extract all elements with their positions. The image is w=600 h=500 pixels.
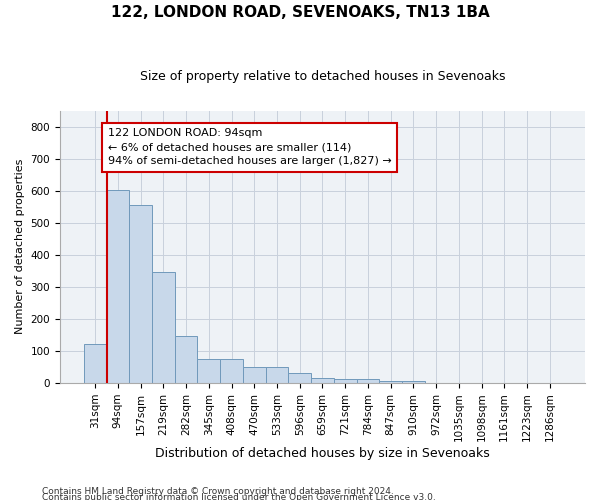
Bar xyxy=(107,190,129,383)
Bar xyxy=(220,358,243,383)
Text: 122, LONDON ROAD, SEVENOAKS, TN13 1BA: 122, LONDON ROAD, SEVENOAKS, TN13 1BA xyxy=(110,5,490,20)
X-axis label: Distribution of detached houses by size in Sevenoaks: Distribution of detached houses by size … xyxy=(155,447,490,460)
Bar xyxy=(266,366,289,383)
Bar xyxy=(129,206,152,383)
Bar xyxy=(379,380,402,383)
Bar xyxy=(356,379,379,383)
Bar xyxy=(311,378,334,383)
Bar xyxy=(402,382,425,383)
Text: Contains public sector information licensed under the Open Government Licence v3: Contains public sector information licen… xyxy=(42,492,436,500)
Bar xyxy=(243,366,266,383)
Bar xyxy=(334,379,356,383)
Bar xyxy=(84,344,107,383)
Text: Contains HM Land Registry data © Crown copyright and database right 2024.: Contains HM Land Registry data © Crown c… xyxy=(42,487,394,496)
Text: 122 LONDON ROAD: 94sqm
← 6% of detached houses are smaller (114)
94% of semi-det: 122 LONDON ROAD: 94sqm ← 6% of detached … xyxy=(107,128,391,166)
Bar xyxy=(175,336,197,383)
Bar xyxy=(197,358,220,383)
Y-axis label: Number of detached properties: Number of detached properties xyxy=(15,159,25,334)
Bar xyxy=(152,272,175,383)
Title: Size of property relative to detached houses in Sevenoaks: Size of property relative to detached ho… xyxy=(140,70,505,83)
Bar xyxy=(289,374,311,383)
